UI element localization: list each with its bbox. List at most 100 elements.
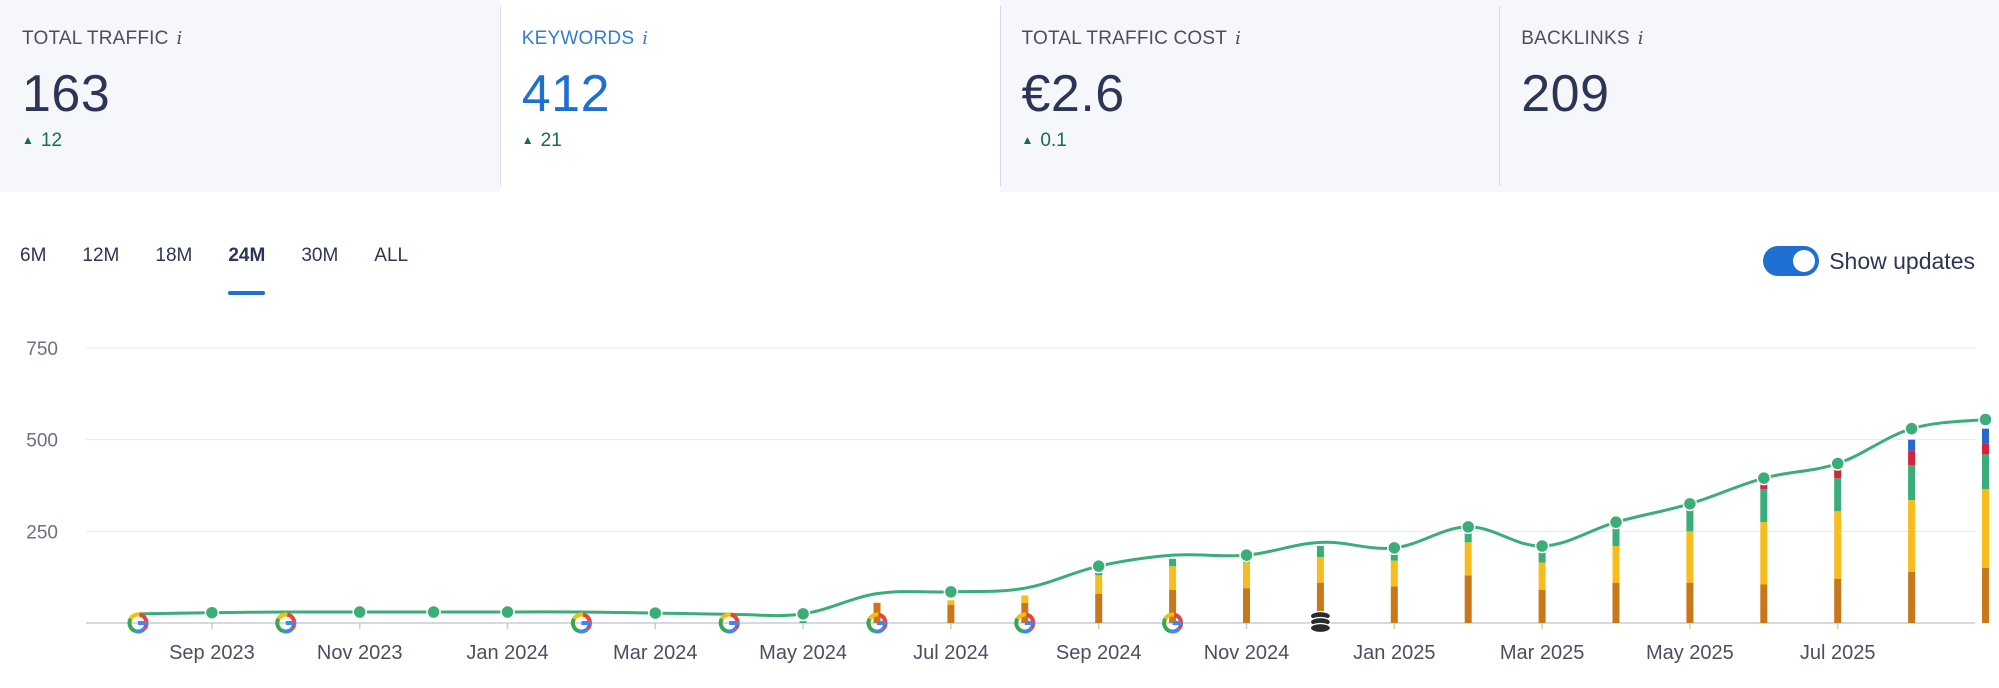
x-tick-label: Mar 2025	[1500, 642, 1585, 664]
toggle-knob	[1793, 250, 1816, 272]
google-icon-arc	[1014, 617, 1024, 634]
metric-backlinks[interactable]: BACKLINKS i 209	[1499, 0, 1999, 192]
stacked-bar-segment-pos4_10	[1834, 469, 1842, 479]
traffic-data-point	[1460, 519, 1476, 535]
stacked-bar-segment-pos11_20	[1612, 527, 1620, 546]
google-icon-arc	[726, 626, 738, 634]
google-icon-arc	[578, 626, 590, 634]
traffic-data-point	[426, 604, 441, 620]
traffic-data-point	[943, 584, 959, 600]
delta-up-icon: ▲	[22, 133, 34, 147]
metric-title: TOTAL TRAFFIC	[22, 28, 169, 49]
metric-title: KEYWORDS	[521, 28, 635, 49]
stacked-bar-segment-pos21_50	[1760, 522, 1768, 585]
metrics-bar: TOTAL TRAFFIC i 163 ▲ 12 KEYWORDS i 412 ▲ 21…	[0, 0, 1999, 192]
google-icon-arc	[1162, 617, 1172, 634]
google-icon-arc	[276, 612, 288, 620]
traffic-data-point	[1756, 470, 1772, 486]
google-icon-arc	[286, 612, 297, 630]
metric-delta: 21	[540, 130, 562, 151]
google-icon-arc	[570, 617, 580, 634]
metric-total-traffic-cost[interactable]: TOTAL TRAFFIC COST i €2.6 ▲ 0.1	[999, 0, 1500, 192]
x-tick-label: Jan 2024	[466, 642, 548, 664]
stacked-bar-segment-pos51_100	[1612, 582, 1620, 623]
x-tick-label: Jan 2025	[1353, 642, 1435, 664]
traffic-data-point	[1239, 547, 1254, 563]
metric-delta: 12	[40, 130, 63, 151]
google-icon-bar	[581, 621, 592, 625]
time-range-tabs: 6M 12M 18M 24M 30M ALL	[20, 245, 444, 295]
stacked-bar-segment-pos11_20	[1982, 454, 1989, 490]
stacked-bar-segment-pos21_50	[1316, 557, 1324, 583]
info-icon[interactable]: i	[1235, 28, 1242, 49]
metric-keywords[interactable]: KEYWORDS i 412 ▲ 21	[499, 0, 1000, 192]
info-icon[interactable]: i	[1637, 28, 1644, 49]
stacked-bar-segment-pos11_20	[1908, 465, 1916, 501]
stacked-bar-segment-pos4_10	[1760, 481, 1768, 490]
delta-up-icon: ▲	[521, 133, 534, 147]
stacked-bar-segment-pos11_20	[1169, 558, 1177, 567]
x-tick-label: Mar 2024	[613, 642, 698, 664]
x-tick-label: Nov 2023	[317, 642, 403, 664]
stacked-bar-segment-pos1_3	[1908, 439, 1916, 451]
google-icon-arc	[1022, 626, 1033, 634]
range-tab-30m[interactable]: 30M	[301, 245, 339, 266]
stacked-bar-segment-pos21_50	[1390, 560, 1398, 587]
stacked-bar-segment-pos51_100	[1686, 582, 1694, 623]
stacked-bar-segment-pos11_20	[1316, 546, 1324, 557]
google-update-icon	[275, 612, 297, 634]
google-icon-arc	[874, 626, 886, 634]
stacked-bar-segment-pos21_50	[947, 600, 955, 605]
google-icon-arc	[128, 612, 140, 620]
range-tab-6m[interactable]: 6M	[20, 245, 47, 266]
info-icon[interactable]: i	[176, 28, 183, 49]
database-update-icon	[1309, 610, 1332, 634]
google-icon-bar	[1172, 621, 1183, 625]
traffic-data-point	[648, 605, 663, 621]
range-tab-24m[interactable]: 24M	[228, 245, 265, 295]
google-update-icon	[127, 612, 149, 634]
x-tick-label: Jul 2025	[1800, 642, 1876, 664]
range-tab-12m[interactable]: 12M	[82, 245, 120, 266]
stacked-bar-segment-pos51_100	[1760, 584, 1768, 623]
stacked-bar-segment-pos21_50	[1169, 566, 1177, 590]
stacked-bar-segment-pos4_10	[1908, 450, 1916, 466]
stacked-bar-segment-pos11_20	[1686, 511, 1694, 532]
google-icon-arc	[866, 617, 876, 634]
stacked-bar-segment-pos21_50	[1095, 575, 1103, 594]
traffic-data-point	[1091, 558, 1106, 574]
google-icon-arc	[138, 612, 149, 630]
google-icon-bar	[1024, 621, 1035, 625]
info-icon[interactable]: i	[642, 28, 649, 49]
x-tick-label: May 2025	[1646, 642, 1734, 664]
traffic-data-point	[1387, 540, 1402, 556]
stacked-bar-segment-pos11_20	[1760, 489, 1768, 523]
divider	[499, 6, 501, 186]
show-updates-control: Show updates	[1763, 246, 1975, 276]
stacked-bar-segment-pos51_100	[1538, 590, 1546, 623]
stacked-bar-segment-pos51_100	[1243, 588, 1250, 623]
range-tab-18m[interactable]: 18M	[155, 245, 193, 266]
google-icon-arc	[867, 612, 879, 620]
metric-value: 209	[1521, 65, 1610, 123]
range-tab-all[interactable]: ALL	[374, 245, 409, 266]
metric-total-traffic[interactable]: TOTAL TRAFFIC i 163 ▲ 12	[0, 0, 500, 192]
traffic-data-point	[1534, 538, 1550, 554]
google-icon-arc	[582, 612, 592, 630]
stacked-bar-segment-pos11_20	[799, 621, 807, 623]
show-updates-toggle[interactable]	[1763, 246, 1820, 276]
stacked-bar-segment-pos21_50	[1982, 489, 1989, 568]
stacked-bar-segment-pos21_50	[1612, 546, 1620, 583]
google-update-icon	[1014, 612, 1036, 634]
x-tick-label: Nov 2024	[1204, 642, 1290, 664]
stacked-bar-segment-pos51_100	[947, 604, 955, 623]
google-icon-arc	[283, 626, 294, 634]
google-icon-arc	[1169, 626, 1181, 634]
delta-up-icon: ▲	[1021, 133, 1034, 147]
google-update-icon	[570, 612, 592, 634]
traffic-data-point	[1608, 514, 1624, 530]
google-icon-arc	[135, 626, 147, 634]
google-icon-arc	[730, 612, 740, 630]
traffic-data-point	[795, 606, 811, 622]
